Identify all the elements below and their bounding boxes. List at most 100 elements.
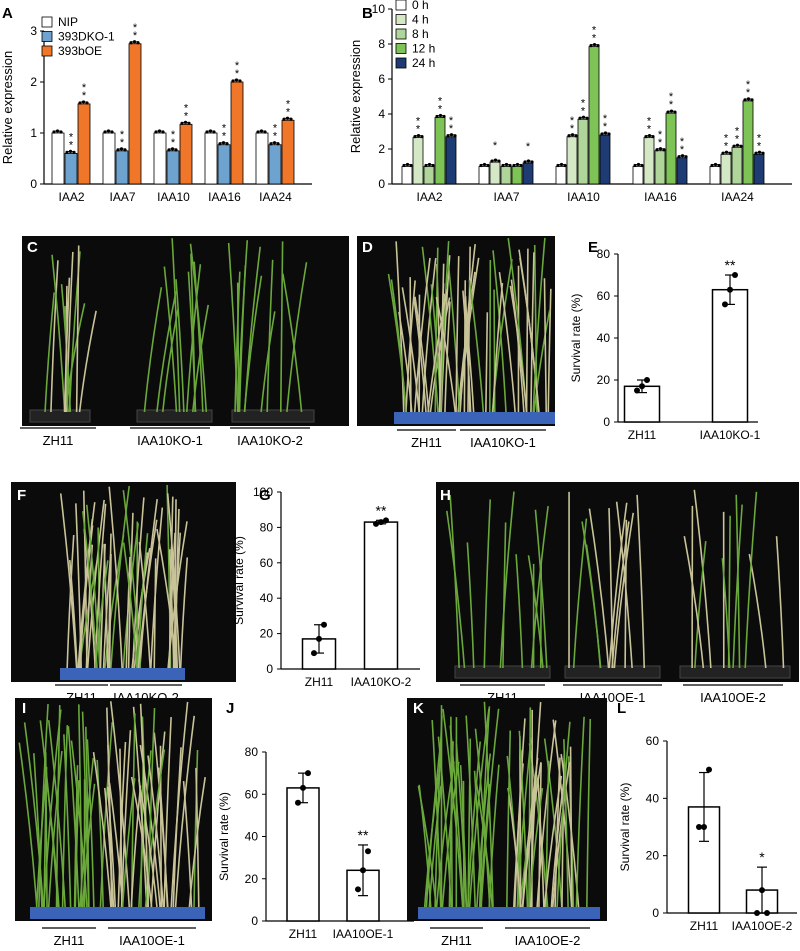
plant-leaf xyxy=(163,266,178,413)
y-tick-label: 60 xyxy=(597,289,611,303)
significance-mark: * xyxy=(222,131,227,143)
group-label: ZH11 xyxy=(411,435,442,450)
group-label: IAA10OE-1 xyxy=(119,933,185,948)
data-point xyxy=(424,163,428,168)
plant-leaf xyxy=(282,273,303,413)
plant-leaf xyxy=(121,778,136,908)
bar xyxy=(742,100,754,185)
plant-leaf xyxy=(138,779,158,908)
y-tick-label: 2 xyxy=(30,75,37,89)
panel-label-J: J xyxy=(226,700,234,717)
plant-leaf xyxy=(449,725,464,908)
pot xyxy=(679,665,791,679)
plant-leaf xyxy=(143,287,163,413)
data-point xyxy=(65,150,69,154)
plant-leaf xyxy=(74,780,80,908)
y-tick-label: 10 xyxy=(372,2,386,16)
plant-leaf xyxy=(86,739,95,908)
significance-mark: * xyxy=(647,124,652,136)
significance-mark: * xyxy=(746,87,751,99)
plant-leaf xyxy=(108,486,123,669)
chart-J: 0 20 40 60 80 Survival rate (%) ZH11 ** IAA10OE-… xyxy=(217,745,414,941)
x-tick-label: IAA16 xyxy=(208,190,241,204)
group-label: IAA10KO-1 xyxy=(470,435,536,450)
plant-leaf xyxy=(189,243,208,413)
photo-H: ZH11 IAA10OE-1 IAA10OE-2 xyxy=(436,482,799,705)
tray xyxy=(30,907,205,919)
plant-leaf xyxy=(122,490,142,669)
plant-leaf xyxy=(721,558,731,669)
plant-leaf xyxy=(96,759,104,908)
significance-mark: * xyxy=(438,96,443,108)
plant-leaf xyxy=(125,556,131,669)
plant-leaf xyxy=(466,542,475,669)
plant-leaf xyxy=(279,241,284,413)
data-point xyxy=(754,910,760,916)
data-point xyxy=(515,162,520,167)
plant-leaf xyxy=(465,715,476,908)
plant-leaf xyxy=(147,755,165,908)
group-label: ZH11 xyxy=(441,933,472,948)
bar xyxy=(153,132,167,185)
plant-leaf xyxy=(530,505,549,669)
data-point xyxy=(504,162,509,167)
plant-leaf xyxy=(168,549,175,669)
data-point xyxy=(435,114,439,119)
data-point xyxy=(757,150,762,154)
plant-leaf xyxy=(137,519,158,669)
significance-mark: * xyxy=(735,133,740,145)
plant-leaf xyxy=(693,489,712,669)
data-point xyxy=(259,129,264,133)
plant-leaf xyxy=(132,706,148,908)
plant-leaf xyxy=(82,511,98,669)
data-point xyxy=(636,162,641,167)
panel-label-D: D xyxy=(362,239,373,256)
data-point xyxy=(578,116,582,120)
x-tick-label: IAA7 xyxy=(493,190,519,204)
significance-mark: * xyxy=(235,68,240,80)
legend-swatch xyxy=(41,31,53,42)
data-point xyxy=(106,129,111,133)
data-point xyxy=(739,144,743,148)
y-tick-label: 0 xyxy=(378,177,385,191)
plant-leaf xyxy=(138,541,151,669)
data-point xyxy=(212,130,216,134)
plant-leaf xyxy=(683,536,705,669)
data-point xyxy=(634,387,640,394)
plant-leaf xyxy=(468,708,490,908)
plant-leaf xyxy=(613,512,635,669)
bar xyxy=(632,166,644,185)
data-point xyxy=(68,149,73,153)
significance-mark: * xyxy=(680,144,685,156)
significance-mark: * xyxy=(724,140,729,152)
y-axis-label: Survival rate (%) xyxy=(569,294,583,383)
data-point xyxy=(321,621,327,628)
data-point xyxy=(701,824,707,830)
panel-label-C: C xyxy=(27,239,38,256)
data-point xyxy=(666,110,670,114)
plant-leaf xyxy=(468,280,485,413)
data-point xyxy=(585,116,589,120)
significance-mark: * xyxy=(746,79,751,91)
bar xyxy=(423,166,435,185)
plant-leaf xyxy=(413,298,427,413)
y-tick-label: 40 xyxy=(260,591,274,605)
data-point xyxy=(696,824,702,830)
plant-leaf xyxy=(429,297,451,413)
plant-leaf xyxy=(66,534,75,669)
y-axis-label: Relative expression xyxy=(0,51,15,164)
plant-leaf xyxy=(446,254,461,413)
plant-leaf xyxy=(608,508,614,669)
plant-leaf xyxy=(446,510,466,669)
data-point xyxy=(746,97,751,101)
data-point xyxy=(559,162,564,167)
data-point xyxy=(282,117,286,121)
data-point xyxy=(132,40,137,44)
significance-mark: * xyxy=(724,132,729,144)
bar xyxy=(77,103,91,185)
bar xyxy=(709,166,721,185)
plant-leaf xyxy=(556,721,571,908)
data-point xyxy=(743,98,747,102)
x-tick-label: IAA10OE-1 xyxy=(333,927,394,941)
bar xyxy=(445,136,457,185)
